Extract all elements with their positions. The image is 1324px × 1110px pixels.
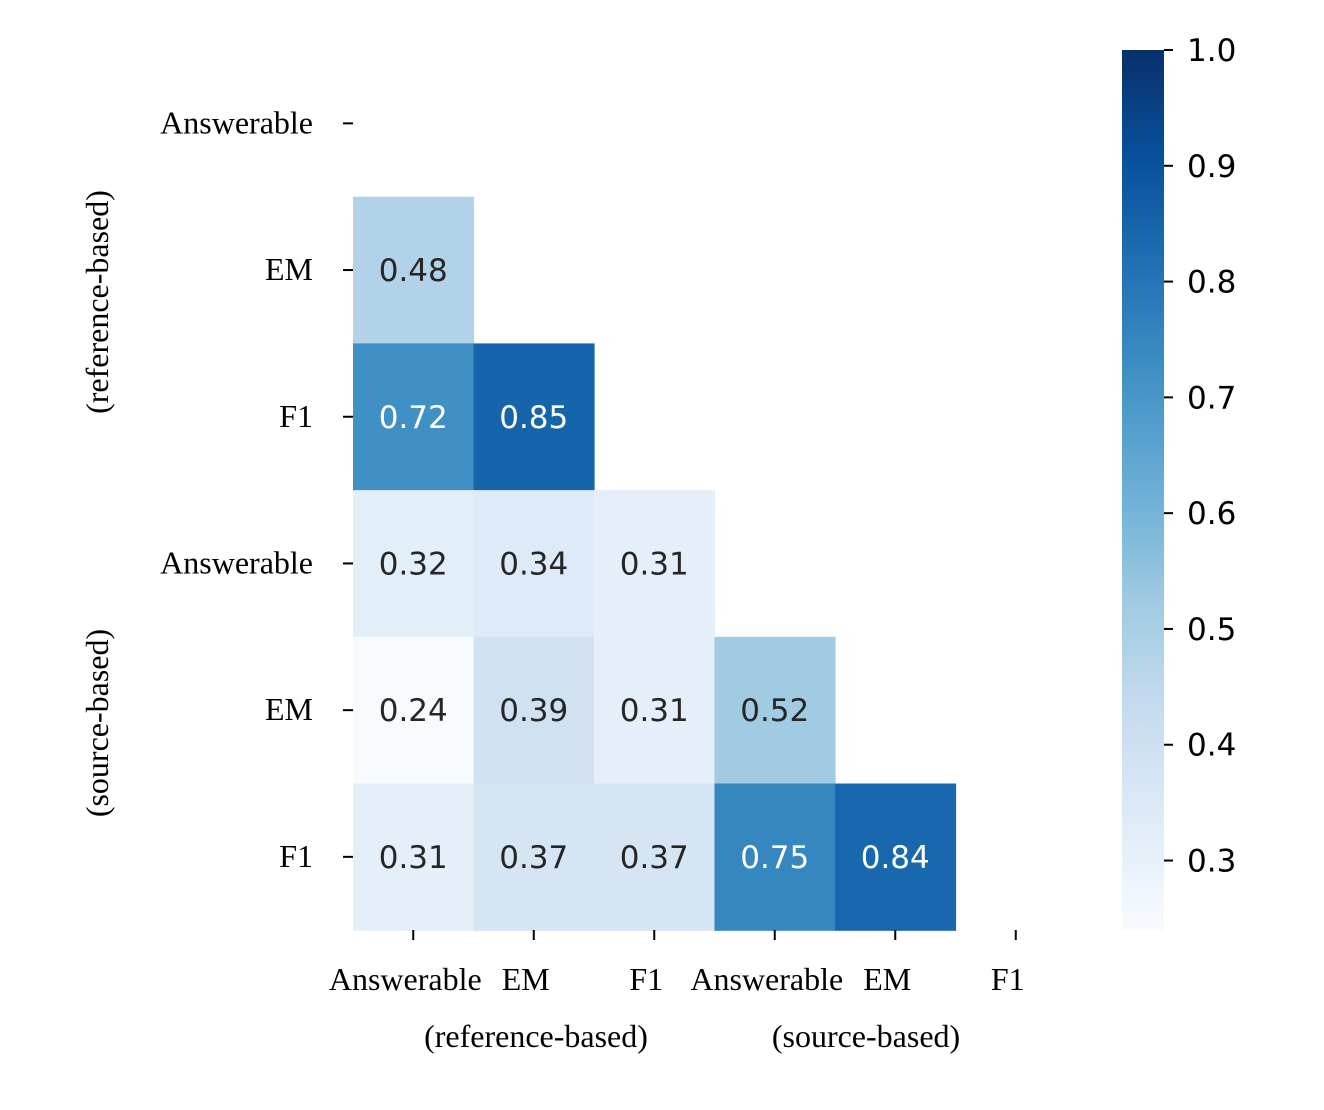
cell-value-label-r4-c3: 0.52 <box>740 693 809 729</box>
cell-value-label-r5-c0: 0.31 <box>379 840 448 876</box>
colorbar-tick-label-2: 0.5 <box>1187 612 1236 648</box>
x-tick-label-0: Answerable <box>329 961 482 997</box>
y-tick-label-1: EM <box>265 251 313 287</box>
heatmap-cell-r4-c2 <box>594 636 716 785</box>
x-tick-label-4: EM <box>863 961 911 997</box>
x-tick-label-5: F1 <box>991 961 1025 997</box>
cell-value-label-r5-c1: 0.37 <box>499 840 568 876</box>
y-group-label-0: (reference-based) <box>79 190 115 414</box>
colorbar: 0.3 0.4 0.5 0.6 0.7 0.8 0.9 1.0 <box>1122 33 1236 930</box>
cell-value-label-r3-c0: 0.32 <box>379 546 448 582</box>
heatmap-value-labels: 0.48 0.72 0.85 0.32 0.34 0.31 0.24 0.39 0.31 0.52… <box>379 253 930 876</box>
heatmap-cell-r2-c1 <box>473 343 595 491</box>
heatmap-cell-r4-c3 <box>714 636 836 785</box>
colorbar-tick-label-6: 0.9 <box>1187 149 1236 185</box>
x-group-label-1: (source-based) <box>772 1018 960 1054</box>
colorbar-tick-label-7: 1.0 <box>1187 33 1236 69</box>
cell-value-label-r3-c1: 0.34 <box>499 546 568 582</box>
y-tick-label-2: F1 <box>279 398 313 434</box>
colorbar-tick-label-1: 0.4 <box>1187 728 1236 764</box>
y-tick-label-3: Answerable <box>160 544 313 580</box>
cell-value-label-r5-c2: 0.37 <box>620 840 689 876</box>
colorbar-tick-label-0: 0.3 <box>1187 844 1236 880</box>
cell-value-label-r1-c0: 0.48 <box>379 253 448 289</box>
x-group-label-0: (reference-based) <box>424 1018 648 1054</box>
heatmap-cell-r3-c2 <box>594 490 716 638</box>
heatmap-cell-r4-c0 <box>353 636 475 785</box>
colorbar-tick-label-3: 0.6 <box>1187 496 1236 532</box>
heatmap-cell-r5-c3 <box>714 783 836 931</box>
x-axis: Answerable EM F1 Answerable EM F1 <box>329 930 1025 997</box>
cell-value-label-r2-c1: 0.85 <box>499 400 568 436</box>
heatmap-cell-r5-c4 <box>835 783 957 931</box>
cell-value-label-r5-c3: 0.75 <box>740 840 809 876</box>
cell-value-label-r2-c0: 0.72 <box>379 400 448 436</box>
colorbar-tick-label-4: 0.7 <box>1187 380 1236 416</box>
cell-value-label-r3-c2: 0.31 <box>620 546 689 582</box>
cell-value-label-r4-c1: 0.39 <box>499 693 568 729</box>
y-tick-label-4: EM <box>265 691 313 727</box>
heatmap-cell-r5-c0 <box>353 783 475 931</box>
colorbar-tick-label-5: 0.8 <box>1187 265 1236 301</box>
heatmap-cell-r5-c2 <box>594 783 716 931</box>
heatmap-cells <box>353 196 957 931</box>
heatmap-cell-r4-c1 <box>473 636 595 785</box>
heatmap-cell-r2-c0 <box>353 343 475 491</box>
colorbar-gradient <box>1122 50 1164 930</box>
cell-value-label-r4-c0: 0.24 <box>379 693 448 729</box>
y-tick-label-0: Answerable <box>160 104 313 140</box>
x-tick-label-3: Answerable <box>690 961 843 997</box>
x-tick-label-2: F1 <box>629 961 663 997</box>
x-tick-label-1: EM <box>502 961 550 997</box>
heatmap-cell-r3-c0 <box>353 490 475 638</box>
axis-group-labels: (reference-based) (source-based) (referenc… <box>79 190 960 1054</box>
y-axis: Answerable EM F1 Answerable EM F1 <box>160 104 353 874</box>
cell-value-label-r5-c4: 0.84 <box>861 840 930 876</box>
heatmap-cell-r5-c1 <box>473 783 595 931</box>
cell-value-label-r4-c2: 0.31 <box>620 693 689 729</box>
heatmap-cell-r1-c0 <box>353 196 475 344</box>
y-group-label-1: (source-based) <box>79 629 115 817</box>
heatmap-cell-r3-c1 <box>473 490 595 638</box>
y-tick-label-5: F1 <box>279 838 313 874</box>
